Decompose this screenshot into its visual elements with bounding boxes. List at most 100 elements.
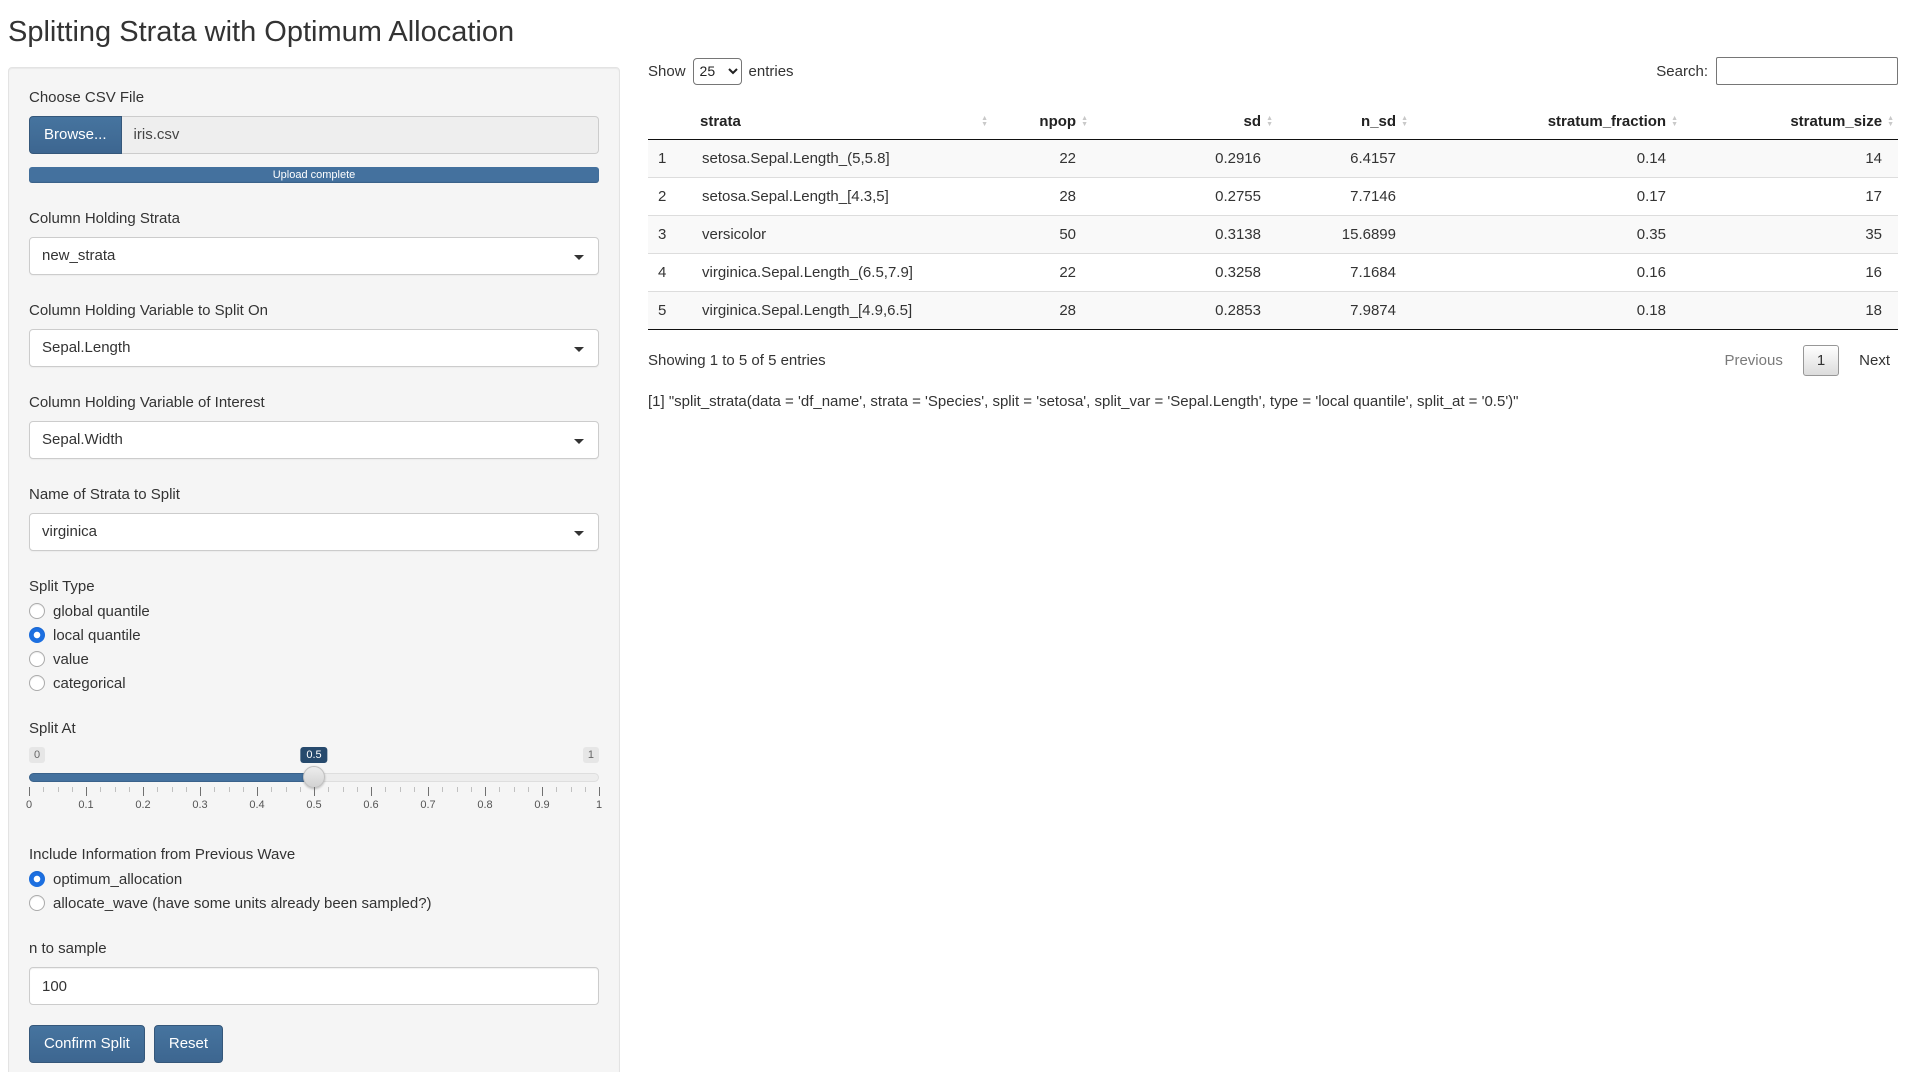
table-cell: 15.6899 bbox=[1277, 215, 1412, 254]
radio-icon[interactable] bbox=[29, 627, 45, 643]
split-at-slider[interactable]: 0 1 0.5 0 0.1 0.2 0.3 0.4 0.5 0.6 0.7 0.8 0.9 1 bbox=[26, 747, 602, 821]
slider-handle[interactable] bbox=[303, 766, 325, 788]
table-header-row: strata npop sd n_sd stratum_fraction bbox=[648, 104, 1898, 140]
page-title: Splitting Strata with Optimum Allocation bbox=[8, 16, 515, 48]
radio-icon[interactable] bbox=[29, 895, 45, 911]
confirm-split-button[interactable]: Confirm Split bbox=[29, 1025, 145, 1063]
chevron-down-icon bbox=[574, 347, 584, 352]
slider-tick-label: 0.6 bbox=[363, 799, 379, 811]
table-cell: 0.2853 bbox=[1092, 291, 1277, 330]
strata-select[interactable]: new_strata bbox=[29, 237, 599, 275]
table-cell: 0.2755 bbox=[1092, 177, 1277, 216]
reset-button[interactable]: Reset bbox=[153, 1025, 224, 1063]
column-header-strata[interactable]: strata bbox=[692, 104, 992, 140]
slider-tick-label: 0.4 bbox=[249, 799, 265, 811]
sort-icon[interactable] bbox=[981, 116, 988, 128]
table-row[interactable]: 2 setosa.Sepal.Length_[4.3,5] 28 0.2755 7.71… bbox=[648, 177, 1898, 216]
column-header-n-sd[interactable]: n_sd bbox=[1277, 104, 1412, 140]
table-cell: 0.17 bbox=[1412, 177, 1682, 216]
table-row[interactable]: 4 virginica.Sepal.Length_(6.5,7.9] 22 0.325… bbox=[648, 253, 1898, 292]
table-cell: 17 bbox=[1682, 177, 1898, 216]
strata-select-label: Column Holding Strata bbox=[29, 210, 180, 227]
table-cell: virginica.Sepal.Length_[4.9,6.5] bbox=[692, 291, 992, 330]
table-cell: 2 bbox=[648, 177, 692, 216]
split-type-group: Split Type global quantile local quantile… bbox=[29, 577, 599, 695]
sort-icon[interactable] bbox=[1081, 116, 1088, 128]
next-page-button[interactable]: Next bbox=[1859, 352, 1890, 369]
table-cell: 0.35 bbox=[1412, 215, 1682, 254]
table-cell: 50 bbox=[992, 215, 1092, 254]
table-row[interactable]: 1 setosa.Sepal.Length_(5,5.8] 22 0.2916 6.41… bbox=[648, 139, 1898, 178]
datatable-footer: Showing 1 to 5 of 5 entries Previous 1 N… bbox=[648, 345, 1898, 376]
slider-tick-label: 0.9 bbox=[534, 799, 550, 811]
sort-icon[interactable] bbox=[1887, 116, 1894, 128]
table-cell: 0.2916 bbox=[1215, 150, 1261, 167]
table-cell: versicolor bbox=[692, 215, 992, 254]
table-cell: 6.4157 bbox=[1350, 150, 1396, 167]
radio-icon[interactable] bbox=[29, 675, 45, 691]
column-header-npop[interactable]: npop bbox=[992, 104, 1092, 140]
slider-value-label: 0.5 bbox=[300, 747, 328, 763]
n-to-sample-group: n to sample bbox=[29, 939, 599, 1005]
row-number-header bbox=[648, 104, 692, 140]
table-cell: 7.1684 bbox=[1277, 253, 1412, 292]
length-control: Show 25 entries bbox=[648, 57, 794, 85]
slider-min-label: 0 bbox=[29, 747, 46, 763]
table-cell: setosa.Sepal.Length_(5,5.8] bbox=[702, 150, 890, 167]
radio-option[interactable]: categorical bbox=[29, 671, 599, 695]
sort-icon[interactable] bbox=[1401, 116, 1408, 128]
column-header-sd[interactable]: sd bbox=[1092, 104, 1277, 140]
sort-icon[interactable] bbox=[1671, 116, 1678, 128]
table-cell: 0.3138 bbox=[1092, 215, 1277, 254]
slider-grid: 0 0.1 0.2 0.3 0.4 0.5 0.6 0.7 0.8 0.9 1 bbox=[26, 787, 602, 817]
pagination: Previous 1 Next bbox=[1716, 345, 1898, 376]
radio-icon[interactable] bbox=[29, 603, 45, 619]
table-cell: 1 bbox=[658, 150, 667, 167]
strata-to-split-select[interactable]: virginica bbox=[29, 513, 599, 551]
split-var-select-label: Column Holding Variable to Split On bbox=[29, 302, 269, 319]
sort-icon[interactable] bbox=[1266, 116, 1273, 128]
table-cell: 0.16 bbox=[1412, 253, 1682, 292]
chevron-down-icon bbox=[574, 439, 584, 444]
radio-icon[interactable] bbox=[29, 871, 45, 887]
strata-select-value: new_strata bbox=[42, 247, 116, 264]
radio-option[interactable]: global quantile bbox=[29, 599, 599, 623]
page-1-button[interactable]: 1 bbox=[1802, 345, 1840, 376]
column-header-stratum-size[interactable]: stratum_size bbox=[1682, 104, 1898, 140]
upload-progress-bar: Upload complete bbox=[29, 167, 599, 183]
radio-option[interactable]: allocate_wave (have some units already b… bbox=[29, 891, 599, 915]
radio-option[interactable]: value bbox=[29, 647, 599, 671]
table-cell: 28 bbox=[992, 177, 1092, 216]
n-to-sample-input[interactable] bbox=[29, 967, 599, 1005]
strata-to-split-label: Name of Strata to Split bbox=[29, 486, 180, 503]
file-input-label: Choose CSV File bbox=[29, 89, 145, 106]
previous-page-button[interactable]: Previous bbox=[1724, 352, 1783, 369]
slider-tick-label: 0.3 bbox=[192, 799, 208, 811]
table-cell: 14 bbox=[1865, 150, 1882, 167]
split-type-radios: global quantile local quantile value catego… bbox=[29, 599, 599, 695]
radio-option[interactable]: local quantile bbox=[29, 623, 599, 647]
table-cell: 28 bbox=[992, 291, 1092, 330]
table-cell: 16 bbox=[1682, 253, 1898, 292]
radio-icon[interactable] bbox=[29, 651, 45, 667]
results-table: strata npop sd n_sd stratum_fraction bbox=[648, 104, 1898, 330]
slider-tick-label: 0.8 bbox=[477, 799, 493, 811]
split-var-select[interactable]: Sepal.Length bbox=[29, 329, 599, 367]
radio-option[interactable]: optimum_allocation bbox=[29, 867, 599, 891]
entries-select[interactable]: 25 bbox=[692, 57, 742, 85]
split-type-label: Split Type bbox=[29, 578, 95, 595]
strata-select-group: Column Holding Strata new_strata bbox=[29, 209, 599, 275]
n-to-sample-label: n to sample bbox=[29, 940, 107, 957]
split-at-label: Split At bbox=[29, 720, 76, 737]
browse-button[interactable]: Browse... bbox=[29, 116, 122, 154]
search-input[interactable] bbox=[1716, 57, 1898, 85]
table-row[interactable]: 3 versicolor 50 0.3138 15.6899 0.35 35 bbox=[648, 215, 1898, 254]
interest-var-select[interactable]: Sepal.Width bbox=[29, 421, 599, 459]
radio-label: global quantile bbox=[53, 602, 150, 620]
file-input: Browse... iris.csv bbox=[29, 116, 599, 154]
interest-var-select-group: Column Holding Variable of Interest Sepa… bbox=[29, 393, 599, 459]
column-header-stratum-fraction[interactable]: stratum_fraction bbox=[1412, 104, 1682, 140]
file-input-group: Choose CSV File Browse... iris.csv Uploa… bbox=[29, 88, 599, 183]
table-row[interactable]: 5 virginica.Sepal.Length_[4.9,6.5] 28 0.285… bbox=[648, 291, 1898, 330]
